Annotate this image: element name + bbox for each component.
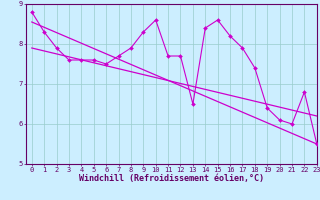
X-axis label: Windchill (Refroidissement éolien,°C): Windchill (Refroidissement éolien,°C) — [79, 174, 264, 183]
